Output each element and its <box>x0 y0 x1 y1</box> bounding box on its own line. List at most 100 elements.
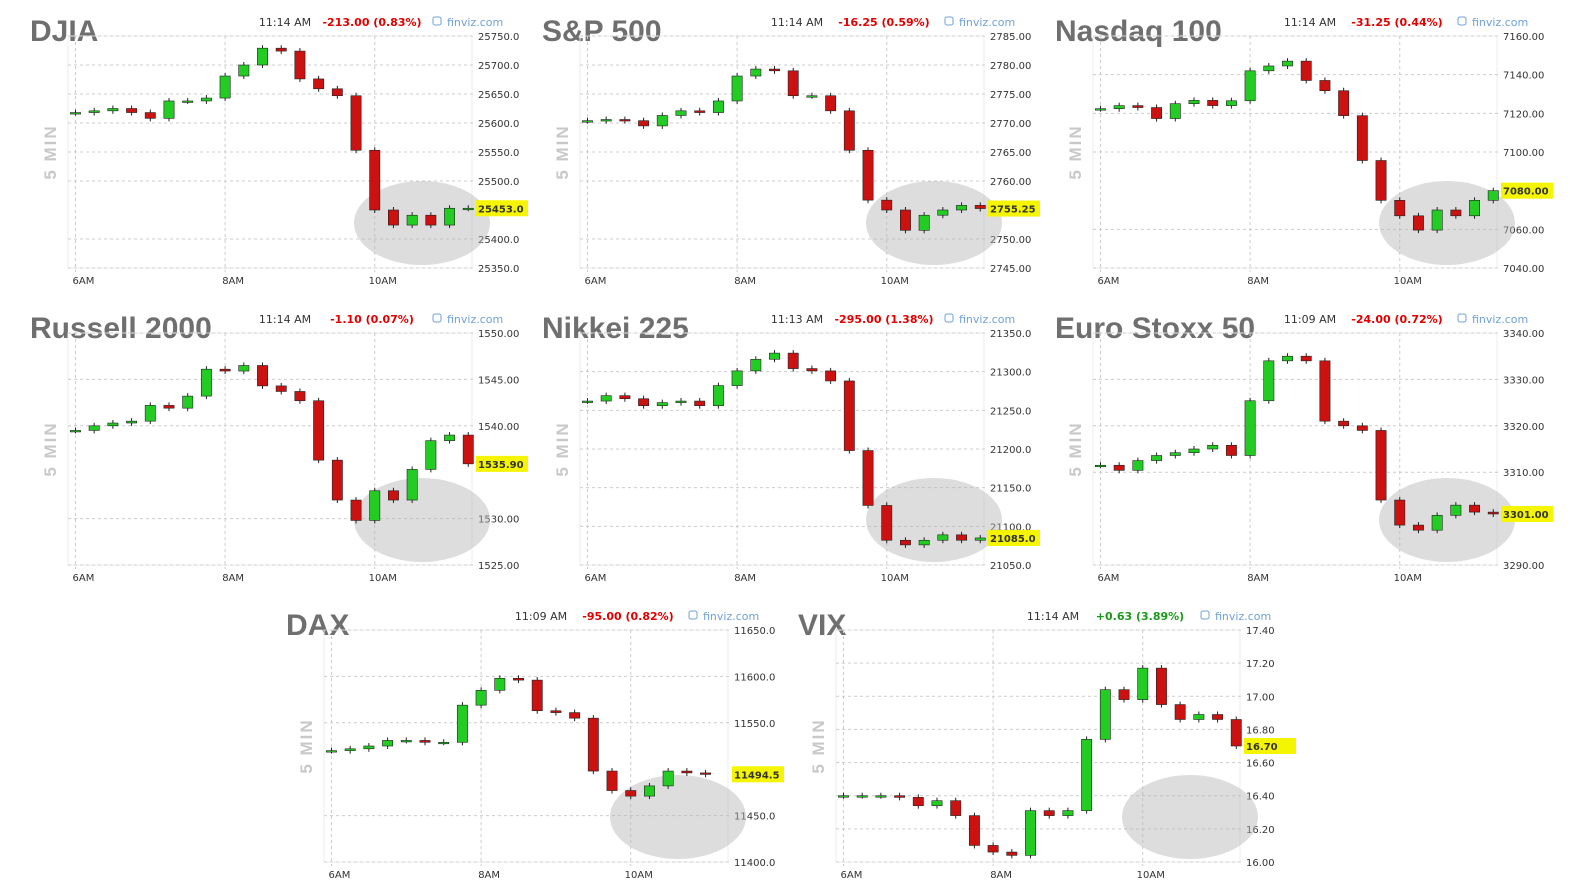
y-tick-label: 21050.0 <box>990 561 1031 572</box>
x-tick-label: 10AM <box>369 276 397 287</box>
candle <box>638 120 650 127</box>
candle <box>1263 65 1275 72</box>
y-tick-label: 7100.00 <box>1503 148 1544 159</box>
y-tick-label: 2750.00 <box>990 235 1031 246</box>
candle <box>787 352 799 369</box>
candle <box>238 64 250 77</box>
candle <box>1394 200 1406 217</box>
candle <box>731 370 743 386</box>
candle <box>1118 689 1130 700</box>
x-tick-label: 6AM <box>73 573 95 584</box>
candle <box>1169 452 1181 456</box>
candle <box>675 110 687 116</box>
candle <box>219 75 231 99</box>
source-icon <box>1457 313 1467 323</box>
highlight-ellipse <box>1122 775 1258 859</box>
candle <box>712 385 724 406</box>
candle <box>937 209 949 216</box>
candle <box>1338 90 1350 116</box>
y-tick-label: 7160.00 <box>1503 32 1544 43</box>
plot-frame <box>323 629 729 863</box>
candle <box>344 748 356 751</box>
y-tick-label: 25350.0 <box>478 264 519 275</box>
candle <box>1207 444 1219 450</box>
x-tick-label: 10AM <box>1137 870 1165 881</box>
candle <box>600 119 612 122</box>
candle <box>70 430 81 433</box>
timestamp: 11:14 AM <box>259 16 311 29</box>
candle <box>350 499 362 521</box>
candle <box>313 78 325 90</box>
candle <box>1375 430 1387 501</box>
candle <box>856 795 868 798</box>
candle <box>531 679 543 712</box>
candle <box>550 710 562 713</box>
candle <box>88 425 100 431</box>
last-price: 2755.25 <box>990 205 1036 216</box>
interval-label: 5 MIN <box>809 718 828 773</box>
candle <box>438 741 450 745</box>
x-tick-label: 8AM <box>222 573 244 584</box>
candle <box>750 358 762 372</box>
candle <box>1319 360 1331 422</box>
candle <box>238 365 250 372</box>
candle <box>419 740 431 743</box>
highlight-ellipse <box>354 478 490 562</box>
timestamp: 11:14 AM <box>1027 610 1079 623</box>
candle <box>918 539 930 546</box>
source-icon <box>1200 610 1210 620</box>
last-price-box <box>476 455 528 472</box>
candle <box>918 214 930 231</box>
y-tick-label: 17.20 <box>1246 659 1275 670</box>
source: finviz.com <box>447 313 503 326</box>
candle <box>1207 100 1219 106</box>
candle <box>894 795 906 798</box>
candle <box>494 677 506 691</box>
candle <box>644 785 655 797</box>
chart-panel: DJIA 11:14 AM -213.00 (0.83%) finviz.com 5 M… <box>30 15 528 287</box>
candle <box>956 534 967 541</box>
candle <box>1006 851 1018 856</box>
chart-panel: S&P 500 11:14 AM -16.25 (0.59%) finviz.com 5… <box>542 15 1040 287</box>
interval-label: 5 MIN <box>41 124 60 179</box>
y-tick-label: 16.40 <box>1246 792 1275 803</box>
last-price: 7080.00 <box>1503 187 1549 198</box>
candle <box>1099 689 1111 740</box>
y-tick-label: 2770.00 <box>990 119 1031 130</box>
candle <box>363 745 375 750</box>
candle <box>326 750 337 753</box>
last-price-box <box>988 529 1040 546</box>
change: -16.25 (0.59%) <box>838 16 929 29</box>
change: -1.10 (0.07%) <box>330 313 414 326</box>
change: -31.25 (0.44%) <box>1351 16 1442 29</box>
candle <box>1156 667 1167 705</box>
change: -213.00 (0.83%) <box>322 16 421 29</box>
y-tick-label: 21250.0 <box>990 406 1031 417</box>
candle <box>700 772 711 775</box>
x-tick-label: 8AM <box>478 870 500 881</box>
candle <box>950 800 962 816</box>
candle <box>625 790 637 797</box>
y-tick-label: 11450.0 <box>734 812 775 823</box>
chart-title: VIX <box>798 609 846 642</box>
x-tick-label: 6AM <box>585 573 607 584</box>
highlight-ellipse <box>1379 478 1515 562</box>
candle <box>350 95 362 151</box>
candle <box>425 214 437 226</box>
chart-title: DJIA <box>30 15 98 48</box>
candle <box>456 704 468 743</box>
change: -295.00 (1.38%) <box>834 313 933 326</box>
y-tick-label: 17.40 <box>1246 626 1275 637</box>
y-tick-label: 21150.0 <box>990 484 1031 495</box>
source-icon <box>944 16 954 26</box>
candle <box>369 149 381 211</box>
candle <box>70 112 81 115</box>
candle <box>1025 810 1036 856</box>
interval-label: 5 MIN <box>553 124 572 179</box>
candle <box>1487 190 1499 201</box>
chart-title: DAX <box>286 609 349 642</box>
candle <box>331 88 343 97</box>
source: finviz.com <box>1215 610 1271 623</box>
y-tick-label: 2765.00 <box>990 148 1031 159</box>
